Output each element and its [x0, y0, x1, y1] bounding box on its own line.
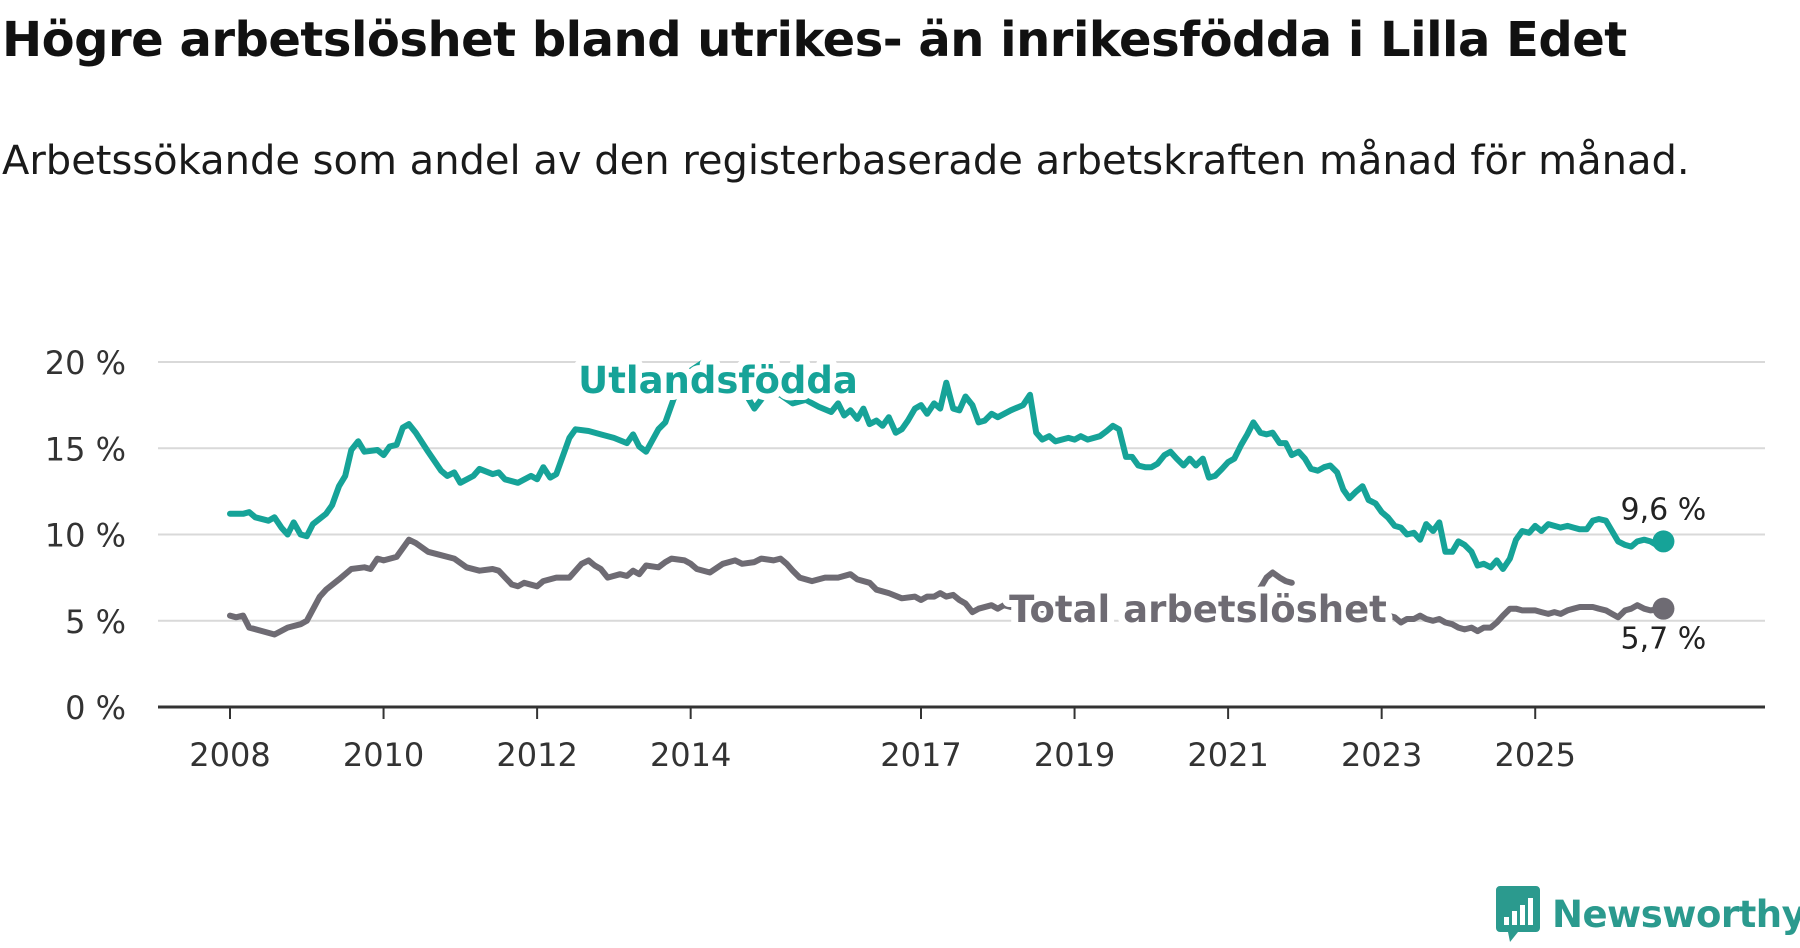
series-line-total: [1257, 569, 1295, 591]
x-tick-label: 2017: [880, 736, 961, 774]
y-tick-label: 10 %: [45, 517, 126, 555]
end-label-total: 5,7 %: [1621, 622, 1707, 657]
x-tick-label: 2014: [650, 736, 731, 774]
series-line-total: [1378, 602, 1667, 635]
newsworthy-logo-icon: [1496, 886, 1540, 942]
chart-subtitle: Arbetssökande som andel av den registerb…: [2, 138, 1690, 184]
x-tick-label: 2019: [1034, 736, 1115, 774]
end-label-utlandsfodda: 9,6 %: [1621, 492, 1707, 527]
x-tick-label: 2025: [1495, 736, 1576, 774]
series-label-total-halo: Total arbetslöshet: [1009, 588, 1387, 631]
brand-name: Newsworthy: [1552, 892, 1800, 936]
y-tick-label: 20 %: [45, 344, 126, 382]
y-tick-label: 0 %: [65, 689, 126, 727]
chart-title: Högre arbetslöshet bland utrikes- än inr…: [2, 12, 1627, 68]
newsworthy-brand: Newsworthy: [1494, 884, 1800, 944]
series-label-total: Total arbetslöshet: [1009, 588, 1387, 631]
x-tick-label: 2012: [496, 736, 577, 774]
series-line-utlandsfodda: [227, 359, 1667, 572]
series-label-utlandsfodda-halo: Utlandsfödda: [578, 359, 858, 402]
series-label-utlandsfodda: Utlandsfödda: [578, 359, 858, 402]
x-tick-label: 2023: [1341, 736, 1422, 774]
end-marker-total: [1652, 597, 1675, 620]
y-tick-label: 5 %: [65, 603, 126, 641]
x-tick-label: 2010: [343, 736, 424, 774]
series-line-total: [227, 536, 1053, 638]
x-tick-label: 2008: [189, 736, 270, 774]
y-tick-label: 15 %: [45, 430, 126, 468]
end-marker-utlandsfodda: [1652, 530, 1675, 553]
x-tick-label: 2021: [1187, 736, 1268, 774]
